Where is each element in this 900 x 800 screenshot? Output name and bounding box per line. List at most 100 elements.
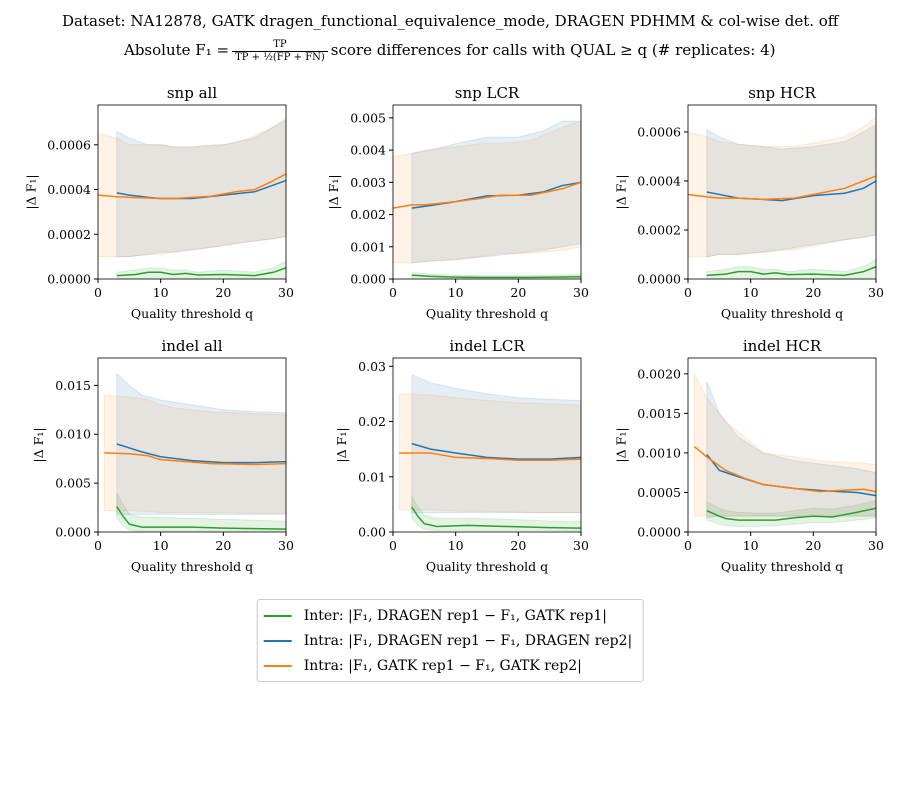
- y-tick-label: 0.00: [358, 525, 386, 540]
- subplot-title: indel all: [161, 337, 222, 355]
- x-tick-label: 30: [573, 285, 589, 300]
- y-tick-label: 0.005: [55, 476, 91, 491]
- subplot-title: indel LCR: [449, 337, 525, 355]
- x-tick-label: 10: [743, 285, 759, 300]
- series-line: [116, 267, 287, 277]
- subplot-snp-HCR: snp HCR 0 10 20 30 0.0000 0.0002 0.0004 0.0006 Qu…: [613, 84, 884, 321]
- subplot-snp-all: snp all 0 10 20 30 0.0000 0.0002 0.0004 0.0006 Qu…: [23, 84, 294, 321]
- legend-item-intra-dragen: Intra: |F₁, DRAGEN rep1 − F₁, DRAGEN rep…: [263, 628, 633, 653]
- series-line: [392, 181, 582, 209]
- x-tick-label: 30: [868, 538, 884, 553]
- series-line: [411, 442, 582, 460]
- legend-swatch: [263, 639, 292, 642]
- y-tick-label: 0.0004: [637, 173, 681, 188]
- axes-frame: [687, 104, 877, 280]
- subplot-title: snp HCR: [748, 84, 816, 102]
- series-line: [411, 274, 582, 279]
- y-axis-label: |Δ F₁|: [326, 174, 341, 209]
- series-line: [706, 266, 877, 277]
- y-tick-label: 0.0005: [637, 485, 681, 500]
- x-axis-label: Quality threshold q: [426, 559, 548, 574]
- series-line: [116, 506, 287, 530]
- y-tick-label: 0.0006: [637, 124, 681, 139]
- x-tick-label: 0: [389, 538, 397, 553]
- series-line: [104, 452, 287, 466]
- y-axis-label: |Δ F₁|: [334, 427, 349, 462]
- series-line: [97, 173, 287, 200]
- axes-frame: [392, 104, 582, 280]
- y-tick-label: 0.001: [350, 239, 386, 254]
- y-tick-label: 0.015: [55, 378, 91, 393]
- confidence-band: [706, 258, 877, 280]
- y-tick-label: 0.03: [358, 359, 386, 374]
- x-axis-label: Quality threshold q: [131, 306, 253, 321]
- x-tick-label: 0: [94, 285, 102, 300]
- x-tick-label: 20: [510, 538, 526, 553]
- title-suffix: score differences for calls with QUAL ≥ …: [330, 41, 776, 59]
- x-tick-label: 30: [278, 285, 294, 300]
- subplot-title: snp all: [167, 84, 217, 102]
- y-tick-label: 0.0006: [47, 137, 91, 152]
- series-line: [706, 507, 877, 521]
- y-tick-label: 0.0004: [47, 182, 91, 197]
- x-axis-label: Quality threshold q: [721, 306, 843, 321]
- legend: Inter: |F₁, DRAGEN rep1 − F₁, GATK rep1|…: [256, 599, 644, 682]
- legend-label: Inter: |F₁, DRAGEN rep1 − F₁, GATK rep1|: [303, 607, 608, 624]
- y-tick-label: 0.000: [350, 272, 386, 287]
- x-tick-label: 0: [389, 285, 397, 300]
- series-line: [693, 446, 877, 493]
- y-tick-label: 0.02: [358, 414, 386, 429]
- y-axis-label: |Δ F₁|: [31, 427, 46, 462]
- x-tick-label: 10: [743, 538, 759, 553]
- y-tick-label: 0.0002: [637, 222, 681, 237]
- x-tick-label: 0: [94, 538, 102, 553]
- series-line: [411, 506, 582, 529]
- y-tick-label: 0.0020: [637, 366, 681, 381]
- x-tick-label: 10: [448, 285, 464, 300]
- y-tick-label: 0.0000: [637, 525, 681, 540]
- x-tick-label: 20: [805, 285, 821, 300]
- x-tick-label: 20: [510, 285, 526, 300]
- legend-item-inter: Inter: |F₁, DRAGEN rep1 − F₁, GATK rep1|: [263, 603, 633, 628]
- f1-formula: TP TP + ½(FP + FN): [232, 39, 328, 64]
- subplot-title: indel HCR: [743, 337, 822, 355]
- formula-denominator: TP + ½(FP + FN): [235, 51, 325, 63]
- x-tick-label: 20: [215, 285, 231, 300]
- confidence-band: [116, 260, 287, 280]
- series-line: [687, 175, 877, 201]
- y-tick-label: 0.000: [55, 525, 91, 540]
- y-tick-label: 0.0010: [637, 445, 681, 460]
- y-tick-label: 0.003: [350, 175, 386, 190]
- x-tick-label: 30: [868, 285, 884, 300]
- y-tick-label: 0.0000: [47, 272, 91, 287]
- x-tick-label: 0: [684, 538, 692, 553]
- title-prefix: Absolute F₁ =: [124, 41, 230, 59]
- subplot-indel-all: indel all 0 10 20 30 0.000 0.005 0.010 0.015 Qual…: [31, 337, 294, 574]
- series-line: [116, 443, 287, 464]
- y-tick-label: 0.0015: [637, 406, 681, 421]
- legend-swatch: [263, 614, 292, 617]
- axes-frame: [392, 357, 582, 533]
- series-line: [399, 452, 582, 461]
- legend-label: Intra: |F₁, DRAGEN rep1 − F₁, DRAGEN rep…: [303, 632, 633, 649]
- x-tick-label: 30: [573, 538, 589, 553]
- series-line: [706, 180, 877, 202]
- y-tick-label: 0.002: [350, 207, 386, 222]
- x-axis-label: Quality threshold q: [131, 559, 253, 574]
- y-tick-label: 0.004: [350, 143, 386, 158]
- legend-item-intra-gatk: Intra: |F₁, GATK rep1 − F₁, GATK rep2|: [263, 653, 633, 678]
- y-tick-label: 0.0002: [47, 227, 91, 242]
- subplot-indel-LCR: indel LCR 0 10 20 30 0.00 0.01 0.02 0.03 Quality …: [334, 337, 589, 574]
- axes-frame: [97, 357, 287, 533]
- y-tick-label: 0.0000: [637, 272, 681, 287]
- subplot-title: snp LCR: [455, 84, 520, 102]
- figure-title-line1: Dataset: NA12878, GATK dragen_functional…: [62, 12, 839, 30]
- x-tick-label: 10: [448, 538, 464, 553]
- subplot-indel-HCR: indel HCR 0 10 20 30 0.0000 0.0005 0.0010 0.0015…: [613, 337, 884, 574]
- x-tick-label: 10: [153, 285, 169, 300]
- y-tick-label: 0.010: [55, 427, 91, 442]
- x-tick-label: 30: [278, 538, 294, 553]
- formula-numerator: TP: [232, 39, 328, 52]
